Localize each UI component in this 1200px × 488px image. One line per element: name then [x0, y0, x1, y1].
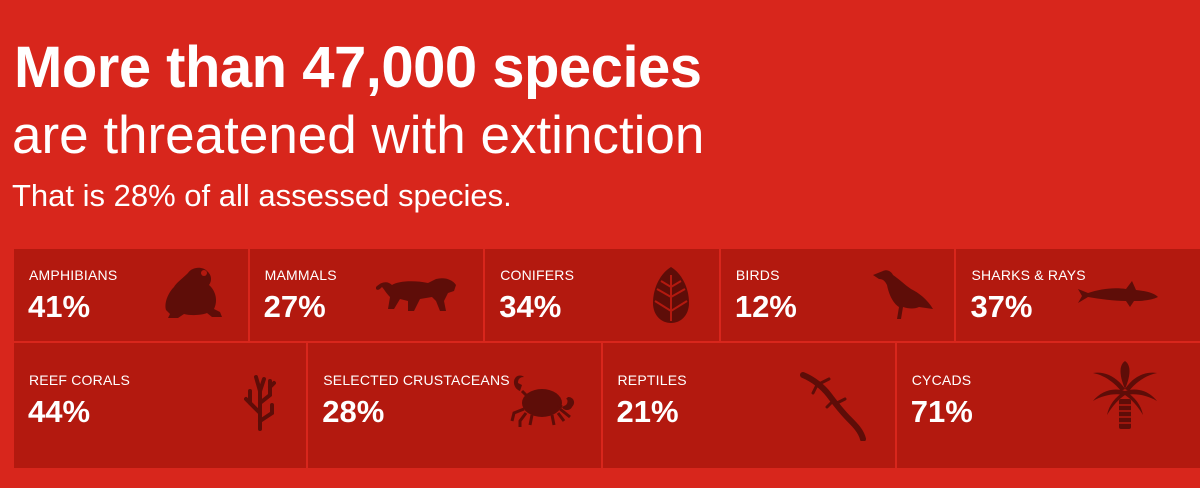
- palm-icon: [1089, 359, 1161, 431]
- tile-label: MAMMALS: [264, 267, 337, 283]
- grid-row: REEF CORALS 44% SELECTED CRUSTACEANS 28%…: [14, 343, 1200, 468]
- tile-label: CONIFERS: [500, 267, 575, 283]
- tile-value: 71%: [910, 394, 973, 429]
- tile-label: BIRDS: [735, 267, 780, 283]
- tile-birds: BIRDS 12%: [720, 249, 955, 341]
- tile-label: CYCADS: [911, 372, 972, 388]
- tile-amphibians: AMPHIBIANS 41%: [14, 249, 248, 341]
- tile-value: 28%: [322, 394, 385, 429]
- tile-label: SELECTED CRUSTACEANS: [323, 372, 510, 388]
- tile-value: 21%: [616, 394, 679, 429]
- frog-icon: [162, 265, 224, 321]
- summary-stat: That is 28% of all assessed species.: [12, 178, 512, 213]
- pinecone-icon: [651, 265, 691, 325]
- tile-reptiles: REPTILES 21%: [602, 343, 895, 468]
- tile-value: 41%: [28, 289, 91, 324]
- bird-icon: [871, 267, 935, 321]
- tile-label: REEF CORALS: [29, 372, 130, 388]
- tile-value: 27%: [263, 289, 326, 324]
- tile-mammals: MAMMALS 27%: [249, 249, 484, 341]
- tile-label: AMPHIBIANS: [29, 267, 118, 283]
- tile-value: 12%: [734, 289, 797, 324]
- headline: More than 47,000 species: [14, 35, 702, 100]
- tile-label: SHARKS & RAYS: [971, 267, 1086, 283]
- tile-value: 37%: [970, 289, 1033, 324]
- shark-icon: [1076, 279, 1160, 309]
- tile-cycads: CYCADS 71%: [896, 343, 1200, 468]
- tile-selected-crustaceans: SELECTED CRUSTACEANS 28%: [308, 343, 601, 468]
- lizard-icon: [799, 371, 871, 441]
- subheadline: are threatened with extinction: [12, 106, 705, 165]
- coral-icon: [244, 373, 276, 431]
- tile-reef-corals: REEF CORALS 44%: [14, 343, 307, 468]
- tile-conifers: CONIFERS 34%: [485, 249, 719, 341]
- species-grid: AMPHIBIANS 41% MAMMALS 27% CONIFERS 34%: [14, 249, 1200, 468]
- tile-label: REPTILES: [617, 372, 687, 388]
- crab-icon: [508, 369, 578, 431]
- tiger-icon: [374, 275, 458, 313]
- tile-value: 34%: [499, 289, 562, 324]
- tile-value: 44%: [28, 394, 91, 429]
- tile-sharks-rays: SHARKS & RAYS 37%: [956, 249, 1200, 341]
- grid-row: AMPHIBIANS 41% MAMMALS 27% CONIFERS 34%: [14, 249, 1200, 341]
